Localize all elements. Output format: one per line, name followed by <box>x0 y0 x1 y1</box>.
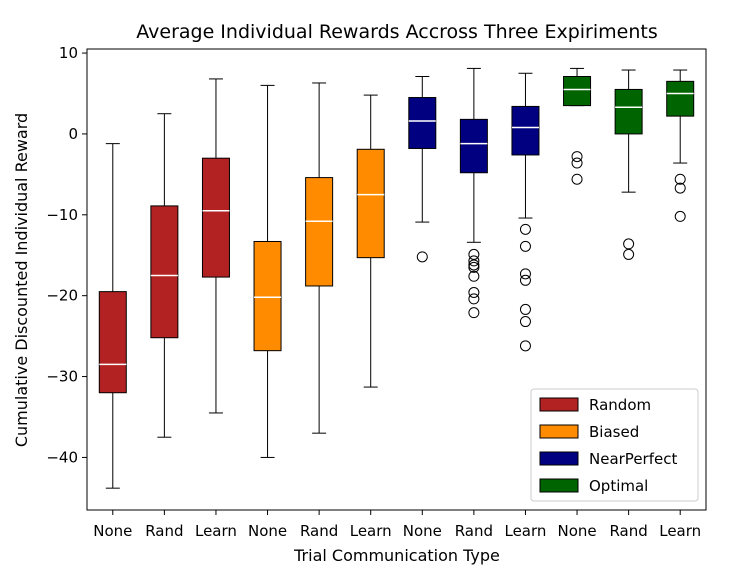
box-iqr <box>614 88 643 135</box>
outlier-point <box>519 316 531 328</box>
outlier-point <box>674 173 686 185</box>
y-tick-label: 0 <box>68 125 78 143</box>
box-random-none <box>98 143 127 489</box>
legend-label-optimal: Optimal <box>589 477 648 495</box>
legend-label-biased: Biased <box>589 423 639 441</box>
box-iqr <box>563 75 592 107</box>
box-iqr <box>408 97 437 149</box>
outlier-point <box>519 268 531 280</box>
plot-area-frame <box>86 48 707 511</box>
series-nearperfect <box>408 67 540 352</box>
x-tick-label: None <box>93 522 132 540</box>
outlier-point <box>416 251 428 263</box>
box-biased-learn <box>356 94 385 388</box>
box-optimal-none <box>563 67 592 185</box>
box-nearperfect-none <box>408 75 437 263</box>
box-iqr <box>201 157 230 278</box>
box-biased-none <box>253 84 282 458</box>
box-iqr <box>305 177 334 287</box>
box-iqr <box>666 80 695 117</box>
outlier-point <box>519 274 531 286</box>
legend-box <box>530 388 699 502</box>
y-tick-label: −10 <box>46 206 78 224</box>
x-tick-label: None <box>248 522 287 540</box>
x-tick-label: Rand <box>300 522 338 540</box>
chart-title: Average Individual Rewards Accross Three… <box>136 21 657 43</box>
outlier-point <box>623 238 635 250</box>
x-axis: None Rand Learn None Rand Learn None Rand Learn N… <box>93 510 701 540</box>
series-optimal <box>563 67 695 260</box>
y-axis-label: Cumulative Discounted Individual Reward <box>12 113 31 447</box>
outlier-point <box>468 261 480 273</box>
y-tick-label: 10 <box>59 44 78 62</box>
legend-swatch-nearperfect <box>539 451 579 466</box>
box-iqr <box>511 105 540 156</box>
outlier-point <box>674 182 686 194</box>
outlier-point <box>571 173 583 185</box>
x-tick-label: Rand <box>455 522 493 540</box>
y-axis: 10 0 −10 −20 −30 −40 <box>46 44 87 466</box>
outlier-point <box>571 151 583 163</box>
outlier-point <box>571 157 583 169</box>
x-tick-label: Learn <box>659 522 701 540</box>
outlier-point <box>519 303 531 315</box>
outlier-point <box>468 293 480 305</box>
x-tick-label: None <box>403 522 442 540</box>
box-iqr <box>98 291 127 394</box>
box-iqr <box>356 148 385 259</box>
legend-swatch-random <box>539 397 579 412</box>
box-iqr <box>150 205 179 339</box>
outlier-point <box>468 286 480 298</box>
x-tick-label: Learn <box>195 522 237 540</box>
legend: Random Biased NearPerfect Optimal <box>530 388 699 502</box>
outlier-point <box>519 223 531 235</box>
legend-label-nearperfect: NearPerfect <box>589 450 677 468</box>
y-tick-label: −40 <box>46 448 78 466</box>
box-random-learn <box>201 78 230 414</box>
legend-label-random: Random <box>589 396 651 414</box>
outlier-point <box>468 248 480 260</box>
outlier-point <box>468 307 480 319</box>
legend-swatch-optimal <box>539 478 579 493</box>
x-tick-label: Learn <box>350 522 392 540</box>
outlier-point <box>468 255 480 267</box>
y-tick-label: −20 <box>46 287 78 305</box>
outlier-point <box>468 259 480 271</box>
outlier-point <box>519 240 531 252</box>
box-iqr <box>253 240 282 352</box>
x-axis-label: Trial Communication Type <box>293 546 500 565</box>
x-tick-label: Learn <box>504 522 546 540</box>
outlier-point <box>623 248 635 260</box>
box-iqr <box>459 118 488 174</box>
box-series-group <box>98 67 695 489</box>
y-tick-label: −30 <box>46 368 78 386</box>
series-random <box>98 78 230 489</box>
box-optimal-rand <box>614 69 643 260</box>
x-tick-label: Rand <box>145 522 183 540</box>
box-biased-rand <box>305 82 334 434</box>
outlier-point <box>674 210 686 222</box>
legend-swatch-biased <box>539 424 579 439</box>
outlier-point <box>519 340 531 352</box>
series-biased <box>253 82 385 458</box>
x-tick-label: Rand <box>609 522 647 540</box>
outlier-point <box>468 270 480 282</box>
box-nearperfect-learn <box>511 72 540 352</box>
box-nearperfect-rand <box>459 67 488 319</box>
x-tick-label: None <box>557 522 596 540</box>
box-optimal-learn <box>666 69 695 222</box>
box-random-rand <box>150 113 179 438</box>
